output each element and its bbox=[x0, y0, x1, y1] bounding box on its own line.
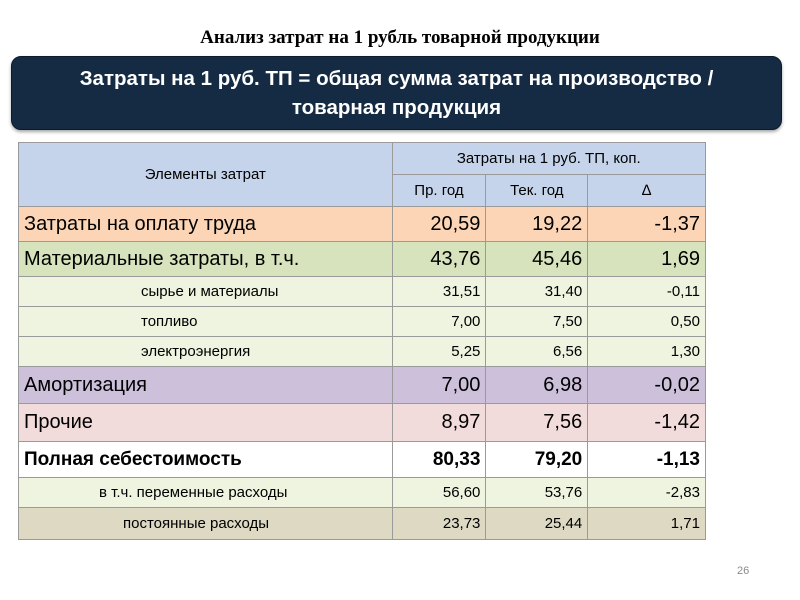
cell-prev: 5,25 bbox=[391, 336, 487, 367]
cell-curr: 6,56 bbox=[485, 336, 589, 367]
cell-prev: 31,51 bbox=[391, 276, 487, 307]
cell-curr: 6,98 bbox=[485, 366, 589, 404]
formula-line-1: Затраты на 1 руб. ТП = общая сумма затра… bbox=[79, 67, 714, 90]
row-label: сырье и материалы bbox=[18, 276, 393, 307]
cell-prev: 56,60 bbox=[391, 477, 487, 508]
header-prev-year: Пр. год bbox=[391, 174, 487, 207]
cell-prev: 43,76 bbox=[391, 241, 487, 277]
cell-delta: 0,50 bbox=[587, 306, 706, 337]
cell-delta: -0,11 bbox=[587, 276, 706, 307]
table-row: постоянные расходы 23,73 25,44 1,71 bbox=[18, 507, 706, 540]
table-row: Материальные затраты, в т.ч. 43,76 45,46… bbox=[18, 241, 706, 277]
formula-banner: Затраты на 1 руб. ТП = общая сумма затра… bbox=[11, 56, 782, 130]
row-label: Прочие bbox=[18, 403, 393, 442]
header-elements: Элементы затрат bbox=[18, 142, 393, 207]
row-label: электроэнергия bbox=[18, 336, 393, 367]
table-row: Амортизация 7,00 6,98 -0,02 bbox=[18, 366, 706, 404]
cell-curr: 53,76 bbox=[485, 477, 589, 508]
cell-curr: 31,40 bbox=[485, 276, 589, 307]
cell-prev: 7,00 bbox=[391, 366, 487, 404]
cell-curr: 45,46 bbox=[485, 241, 589, 277]
cell-delta: -1,42 bbox=[587, 403, 706, 442]
cell-prev: 7,00 bbox=[391, 306, 487, 337]
cell-prev: 8,97 bbox=[391, 403, 487, 442]
cell-delta: -1,37 bbox=[587, 206, 706, 242]
cell-prev: 23,73 bbox=[391, 507, 487, 540]
cell-delta: 1,69 bbox=[587, 241, 706, 277]
table-row: электроэнергия 5,25 6,56 1,30 bbox=[18, 336, 706, 367]
row-label: Материальные затраты, в т.ч. bbox=[18, 241, 393, 277]
header-delta: ∆ bbox=[587, 174, 706, 207]
row-label: Полная себестоимость bbox=[18, 441, 393, 478]
cell-delta: 1,71 bbox=[587, 507, 706, 540]
row-label: топливо bbox=[18, 306, 393, 337]
header-current-year: Тек. год bbox=[485, 174, 589, 207]
formula-line-2: товарная продукция bbox=[291, 96, 502, 119]
page-number: 26 bbox=[737, 565, 750, 577]
cell-curr: 7,56 bbox=[485, 403, 589, 442]
cost-table: Элементы затрат Затраты на 1 руб. ТП, ко… bbox=[18, 142, 707, 540]
table-row: в т.ч. переменные расходы 56,60 53,76 -2… bbox=[18, 477, 706, 508]
cell-delta: -2,83 bbox=[587, 477, 706, 508]
cell-curr: 25,44 bbox=[485, 507, 589, 540]
cell-curr: 7,50 bbox=[485, 306, 589, 337]
table-row: сырье и материалы 31,51 31,40 -0,11 bbox=[18, 276, 706, 307]
cell-delta: 1,30 bbox=[587, 336, 706, 367]
table-row: Затраты на оплату труда 20,59 19,22 -1,3… bbox=[18, 206, 706, 242]
cell-delta: -1,13 bbox=[587, 441, 706, 478]
cell-delta: -0,02 bbox=[587, 366, 706, 404]
table-row: Прочие 8,97 7,56 -1,42 bbox=[18, 403, 706, 442]
row-label: Амортизация bbox=[18, 366, 393, 404]
table-row: топливо 7,00 7,50 0,50 bbox=[18, 306, 706, 337]
row-label: постоянные расходы bbox=[18, 507, 393, 540]
table-row-total: Полная себестоимость 80,33 79,20 -1,13 bbox=[18, 441, 706, 478]
cell-prev: 20,59 bbox=[391, 206, 487, 242]
cell-curr: 79,20 bbox=[485, 441, 589, 478]
slide-title: Анализ затрат на 1 рубль товарной продук… bbox=[200, 27, 600, 48]
cell-prev: 80,33 bbox=[391, 441, 487, 478]
row-label: в т.ч. переменные расходы bbox=[18, 477, 393, 508]
row-label: Затраты на оплату труда bbox=[18, 206, 393, 242]
header-group: Затраты на 1 руб. ТП, коп. bbox=[391, 142, 707, 175]
cell-curr: 19,22 bbox=[485, 206, 589, 242]
